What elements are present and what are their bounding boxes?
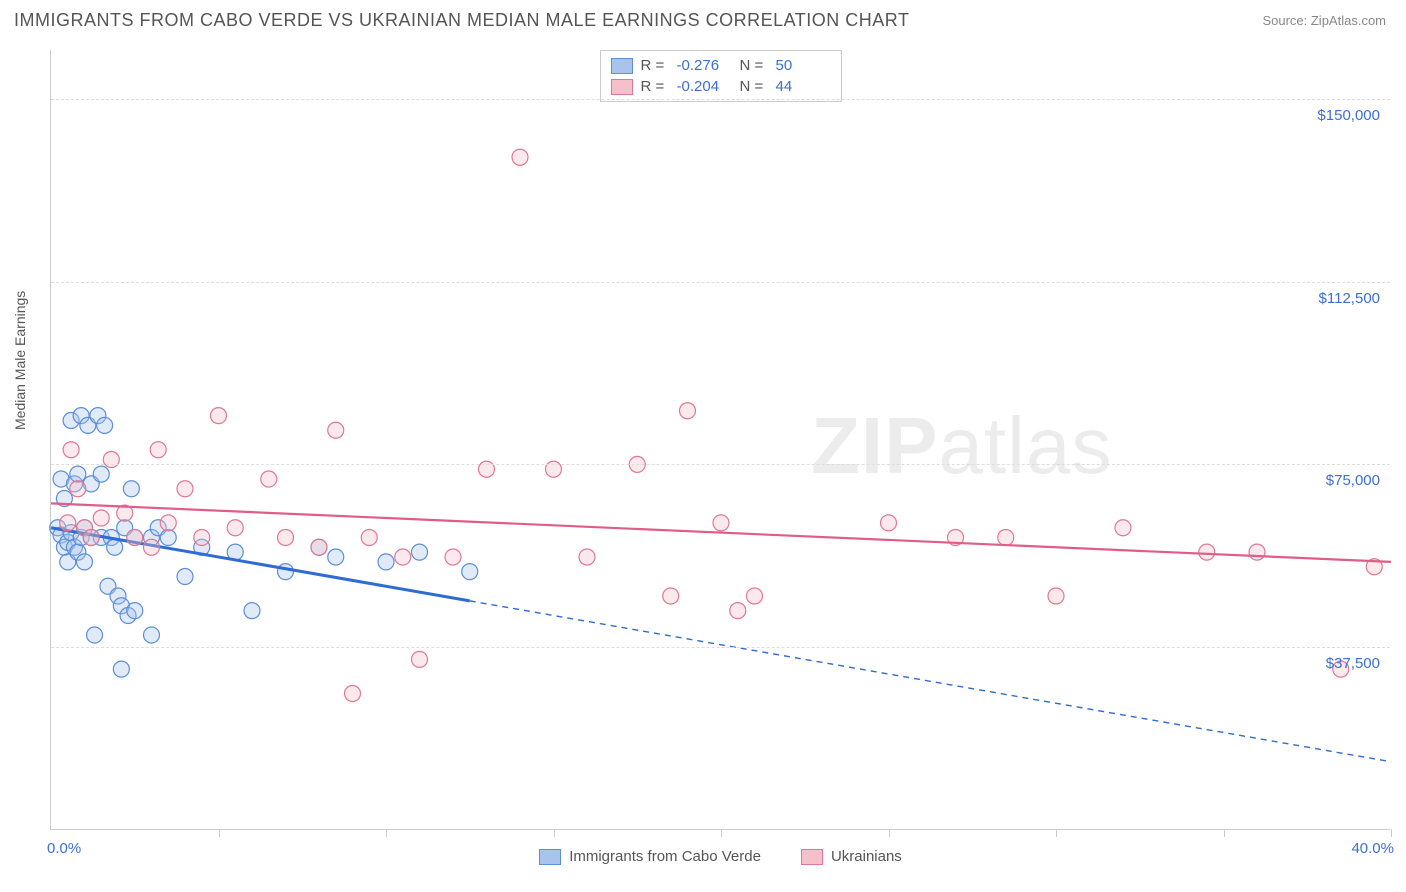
data-point — [579, 549, 595, 565]
data-point — [713, 515, 729, 531]
data-point — [144, 539, 160, 555]
gridline — [51, 464, 1390, 465]
series-legend: Immigrants from Cabo Verde Ukrainians — [51, 848, 1390, 865]
data-point — [177, 481, 193, 497]
data-point — [680, 403, 696, 419]
data-point — [83, 530, 99, 546]
gridline — [51, 647, 1390, 648]
data-point — [663, 588, 679, 604]
data-point — [244, 603, 260, 619]
data-point — [160, 515, 176, 531]
data-point — [345, 686, 361, 702]
gridline — [51, 99, 1390, 100]
data-point — [113, 661, 129, 677]
r-value: -0.204 — [677, 78, 732, 95]
data-point — [311, 539, 327, 555]
data-point — [1199, 544, 1215, 560]
data-point — [747, 588, 763, 604]
data-point — [261, 471, 277, 487]
scatter-svg — [51, 50, 1390, 829]
data-point — [160, 530, 176, 546]
n-label: N = — [740, 57, 768, 74]
data-point — [462, 564, 478, 580]
x-tick — [1224, 829, 1225, 837]
data-point — [395, 549, 411, 565]
data-point — [211, 408, 227, 424]
correlation-legend: R = -0.276 N = 50 R = -0.204 N = 44 — [600, 50, 842, 102]
data-point — [93, 510, 109, 526]
data-point — [1048, 588, 1064, 604]
data-point — [194, 530, 210, 546]
y-tick-label: $37,500 — [1260, 655, 1380, 672]
data-point — [278, 530, 294, 546]
x-tick — [889, 829, 890, 837]
data-point — [144, 627, 160, 643]
data-point — [107, 539, 123, 555]
data-point — [127, 530, 143, 546]
data-point — [87, 627, 103, 643]
data-point — [412, 651, 428, 667]
x-tick — [1056, 829, 1057, 837]
data-point — [77, 554, 93, 570]
series-legend-item: Ukrainians — [801, 848, 902, 865]
data-point — [93, 466, 109, 482]
series-legend-label: Immigrants from Cabo Verde — [569, 848, 761, 865]
data-point — [1249, 544, 1265, 560]
data-point — [63, 442, 79, 458]
gridline — [51, 282, 1390, 283]
correlation-legend-row: R = -0.276 N = 50 — [611, 55, 831, 76]
y-axis-label: Median Male Earnings — [12, 291, 28, 430]
x-tick — [386, 829, 387, 837]
y-tick-label: $150,000 — [1260, 107, 1380, 124]
data-point — [412, 544, 428, 560]
x-tick — [219, 829, 220, 837]
data-point — [70, 466, 86, 482]
data-point — [881, 515, 897, 531]
data-point — [1115, 520, 1131, 536]
data-point — [60, 515, 76, 531]
series-legend-item: Immigrants from Cabo Verde — [539, 848, 761, 865]
legend-swatch — [539, 849, 561, 865]
data-point — [177, 569, 193, 585]
regression-line — [51, 503, 1391, 562]
data-point — [97, 417, 113, 433]
series-legend-label: Ukrainians — [831, 848, 902, 865]
y-tick-label: $112,500 — [1260, 290, 1380, 307]
x-tick — [721, 829, 722, 837]
data-point — [730, 603, 746, 619]
data-point — [512, 149, 528, 165]
data-point — [123, 481, 139, 497]
x-axis-end-label: 40.0% — [1351, 840, 1394, 857]
data-point — [278, 564, 294, 580]
x-tick — [554, 829, 555, 837]
regression-line-extrapolated — [470, 601, 1391, 762]
data-point — [378, 554, 394, 570]
r-label: R = — [641, 78, 669, 95]
n-label: N = — [740, 78, 768, 95]
r-value: -0.276 — [677, 57, 732, 74]
data-point — [361, 530, 377, 546]
n-value: 44 — [776, 78, 831, 95]
legend-swatch — [611, 79, 633, 95]
legend-swatch — [801, 849, 823, 865]
data-point — [70, 481, 86, 497]
data-point — [227, 520, 243, 536]
legend-swatch — [611, 58, 633, 74]
plot-area: ZIPatlas R =-0.276N =50R =-0.204N =44 Im… — [50, 50, 1390, 830]
chart-title: IMMIGRANTS FROM CABO VERDE VS UKRAINIAN … — [14, 10, 909, 31]
r-label: R = — [641, 57, 669, 74]
chart-header: IMMIGRANTS FROM CABO VERDE VS UKRAINIAN … — [0, 0, 1406, 37]
data-point — [445, 549, 461, 565]
correlation-legend-row: R = -0.204 N = 44 — [611, 76, 831, 97]
x-tick — [1391, 829, 1392, 837]
data-point — [150, 442, 166, 458]
x-axis-start-label: 0.0% — [47, 840, 81, 857]
y-tick-label: $75,000 — [1260, 472, 1380, 489]
source-attribution: Source: ZipAtlas.com — [1262, 13, 1386, 28]
data-point — [998, 530, 1014, 546]
data-point — [328, 549, 344, 565]
n-value: 50 — [776, 57, 831, 74]
data-point — [127, 603, 143, 619]
data-point — [328, 422, 344, 438]
